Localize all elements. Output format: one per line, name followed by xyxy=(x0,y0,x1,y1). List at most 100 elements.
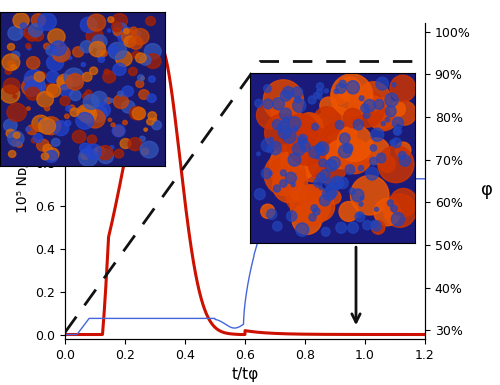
Circle shape xyxy=(78,149,98,166)
Circle shape xyxy=(120,139,131,149)
Circle shape xyxy=(64,114,69,119)
Circle shape xyxy=(8,44,14,50)
Circle shape xyxy=(367,97,400,131)
Circle shape xyxy=(298,134,308,144)
Circle shape xyxy=(314,93,319,99)
Circle shape xyxy=(20,23,26,28)
Circle shape xyxy=(286,172,296,184)
Circle shape xyxy=(338,139,372,174)
Circle shape xyxy=(300,141,310,152)
Circle shape xyxy=(272,221,282,231)
Circle shape xyxy=(398,151,406,159)
Circle shape xyxy=(337,125,372,162)
Circle shape xyxy=(50,41,66,55)
Circle shape xyxy=(86,110,105,128)
Circle shape xyxy=(111,123,115,127)
Circle shape xyxy=(104,69,110,74)
Circle shape xyxy=(26,87,40,100)
Circle shape xyxy=(282,117,289,124)
Circle shape xyxy=(391,205,397,212)
Circle shape xyxy=(75,108,80,112)
Circle shape xyxy=(364,112,370,118)
Circle shape xyxy=(336,83,346,93)
Circle shape xyxy=(103,71,116,83)
Circle shape xyxy=(89,105,107,122)
Circle shape xyxy=(78,106,96,123)
Circle shape xyxy=(6,129,15,137)
Circle shape xyxy=(345,165,354,174)
Circle shape xyxy=(114,149,124,158)
Circle shape xyxy=(90,67,98,75)
Circle shape xyxy=(371,128,384,141)
Circle shape xyxy=(264,80,304,121)
Circle shape xyxy=(288,153,301,166)
Circle shape xyxy=(316,122,350,156)
Circle shape xyxy=(98,149,114,164)
Circle shape xyxy=(339,201,358,221)
Circle shape xyxy=(316,144,326,154)
Circle shape xyxy=(347,145,372,171)
Circle shape xyxy=(58,77,71,90)
Circle shape xyxy=(152,121,162,130)
Circle shape xyxy=(286,211,297,221)
Circle shape xyxy=(256,102,282,129)
Circle shape xyxy=(77,104,94,121)
Circle shape xyxy=(8,26,23,40)
Circle shape xyxy=(29,82,44,96)
Circle shape xyxy=(76,112,94,129)
Circle shape xyxy=(66,74,84,90)
Circle shape xyxy=(296,113,322,141)
Circle shape xyxy=(282,141,315,175)
Circle shape xyxy=(14,132,20,138)
Circle shape xyxy=(312,123,318,130)
Circle shape xyxy=(80,143,90,153)
Circle shape xyxy=(29,76,32,79)
Circle shape xyxy=(132,28,149,45)
Circle shape xyxy=(346,81,360,94)
Circle shape xyxy=(140,77,144,80)
Circle shape xyxy=(328,184,332,188)
Circle shape xyxy=(352,189,364,202)
Circle shape xyxy=(320,186,322,190)
Circle shape xyxy=(359,202,363,206)
Circle shape xyxy=(31,34,36,38)
Circle shape xyxy=(372,221,381,231)
Circle shape xyxy=(20,30,25,35)
Circle shape xyxy=(396,142,411,158)
Circle shape xyxy=(386,117,390,122)
Circle shape xyxy=(296,186,312,202)
Circle shape xyxy=(392,83,396,87)
Circle shape xyxy=(379,156,396,172)
Circle shape xyxy=(90,42,106,57)
Circle shape xyxy=(42,117,61,135)
Circle shape xyxy=(362,221,372,230)
Circle shape xyxy=(44,84,58,96)
Circle shape xyxy=(291,182,295,187)
Circle shape xyxy=(142,148,148,155)
Circle shape xyxy=(280,90,291,101)
Circle shape xyxy=(92,91,107,106)
Circle shape xyxy=(80,41,93,53)
Circle shape xyxy=(386,106,396,117)
Circle shape xyxy=(122,30,136,44)
Circle shape xyxy=(8,60,14,67)
Circle shape xyxy=(385,93,398,107)
Circle shape xyxy=(129,36,143,49)
Circle shape xyxy=(292,204,322,234)
Circle shape xyxy=(336,121,344,129)
Circle shape xyxy=(392,117,404,129)
Circle shape xyxy=(282,87,294,99)
Circle shape xyxy=(350,176,389,215)
Circle shape xyxy=(281,142,318,181)
Circle shape xyxy=(374,207,378,211)
Circle shape xyxy=(368,96,382,111)
Circle shape xyxy=(64,121,71,126)
Circle shape xyxy=(128,67,138,75)
Circle shape xyxy=(4,78,20,94)
Circle shape xyxy=(118,27,136,44)
Circle shape xyxy=(86,28,104,44)
Circle shape xyxy=(24,27,36,38)
Circle shape xyxy=(320,122,358,161)
Circle shape xyxy=(388,200,394,206)
Circle shape xyxy=(132,107,145,120)
